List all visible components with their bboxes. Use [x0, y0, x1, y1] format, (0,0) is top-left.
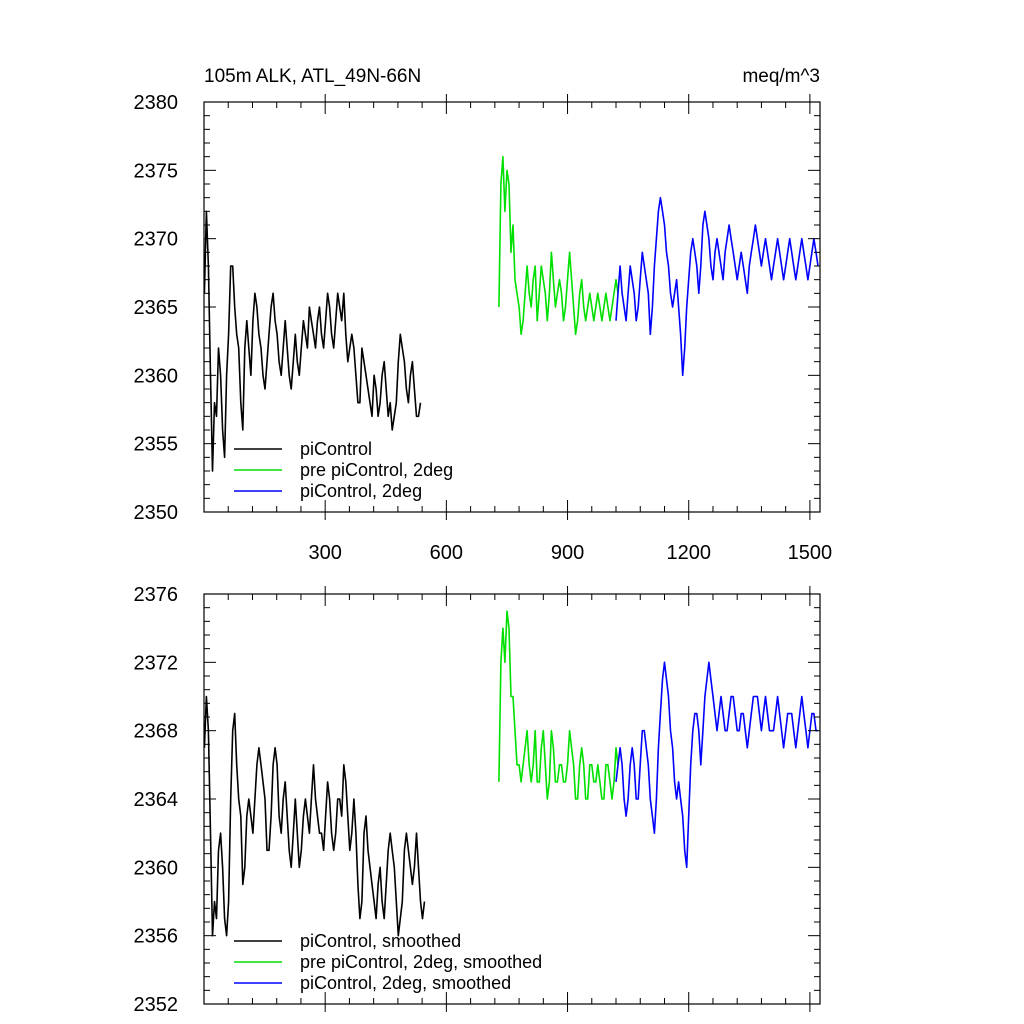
- bottom-ytick-label: 2376: [134, 584, 179, 606]
- bottom-series-1: [498, 610, 619, 800]
- top-legend-label-0: piControl: [300, 439, 372, 459]
- bottom-series-0: [203, 695, 426, 937]
- top-ytick-label: 2350: [134, 502, 179, 524]
- top-panel-frame: [203, 101, 821, 513]
- top-xtick-label: 300: [308, 542, 341, 564]
- top-xtick-label: 900: [551, 542, 584, 564]
- top-xtick-label: 1500: [788, 542, 833, 564]
- top-panel-units: meq/m^3: [742, 66, 820, 87]
- bottom-ytick-label: 2360: [134, 857, 179, 879]
- bottom-ytick-label: 2364: [134, 789, 179, 811]
- bottom-ytick-label: 2352: [134, 994, 179, 1016]
- top-legend-label-1: pre piControl, 2deg: [300, 460, 453, 480]
- top-ytick-label: 2380: [134, 92, 179, 114]
- top-ytick-label: 2370: [134, 229, 179, 251]
- bottom-panel-frame: [203, 593, 821, 1005]
- bottom-legend-label-0: piControl, smoothed: [300, 931, 461, 951]
- bottom-ytick-label: 2372: [134, 652, 179, 674]
- top-series-2: [615, 196, 819, 377]
- top-ytick-label: 2355: [134, 434, 179, 456]
- bottom-series-2: [615, 661, 818, 869]
- top-panel: 105m ALK, ATL_49N-66N meq/m^3 2350 2355 23…: [134, 66, 833, 564]
- top-series-1: [498, 155, 619, 336]
- top-panel-title: 105m ALK, ATL_49N-66N: [204, 66, 421, 87]
- bottom-ytick-label: 2356: [134, 926, 179, 948]
- top-ytick-label: 2375: [134, 160, 179, 182]
- top-xtick-label: 600: [430, 542, 463, 564]
- top-ytick-label: 2360: [134, 365, 179, 387]
- bottom-ytick-label: 2368: [134, 721, 179, 743]
- top-series-0: [203, 210, 422, 472]
- bottom-legend-label-1: pre piControl, 2deg, smoothed: [300, 952, 542, 972]
- top-xtick-label: 1200: [666, 542, 711, 564]
- bottom-panel: 2352 2356 2360 2364 2368 2372 2376 piControl, …: [134, 584, 821, 1016]
- bottom-legend-label-2: piControl, 2deg, smoothed: [300, 973, 511, 993]
- top-legend-label-2: piControl, 2deg: [300, 481, 422, 501]
- top-ytick-label: 2365: [134, 297, 179, 319]
